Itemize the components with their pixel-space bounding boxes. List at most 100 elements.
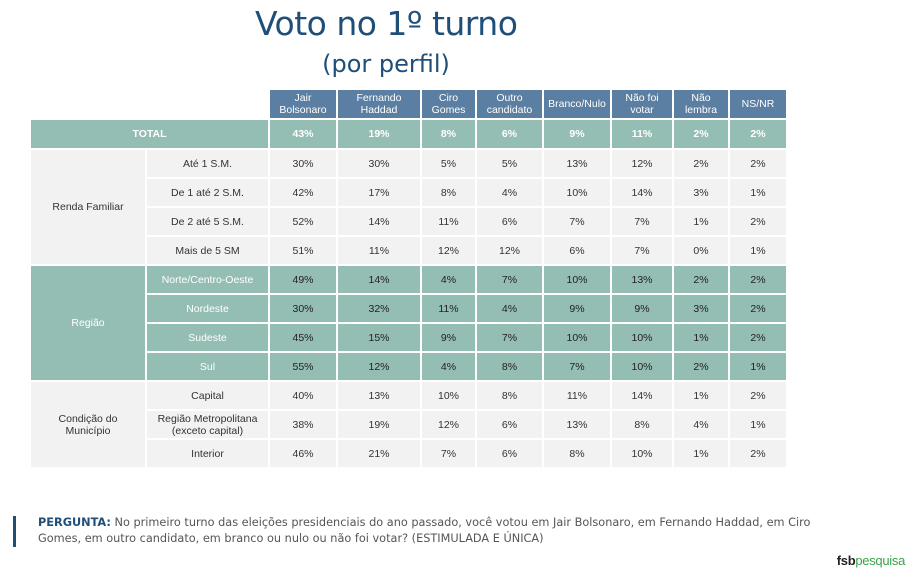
table-row: Sudeste 45% 15% 9% 7% 10% 10% 1% 2% <box>30 322 788 353</box>
value-cell: 52% <box>268 206 338 237</box>
value-cell: 7% <box>475 322 544 353</box>
value-cell: 10% <box>542 264 612 295</box>
header-line: Não foi <box>625 92 659 104</box>
total-cell: 2% <box>672 118 730 150</box>
group-label-line: Município <box>65 424 111 437</box>
value-cell: 6% <box>475 438 544 469</box>
value-cell: 7% <box>475 264 544 295</box>
value-cell: 49% <box>268 264 338 295</box>
value-cell: 10% <box>542 322 612 353</box>
value-cell: 13% <box>610 264 674 295</box>
value-cell: 55% <box>268 351 338 382</box>
table-row: Interior 46% 21% 7% 6% 8% 10% 1% 2% <box>30 438 788 469</box>
value-cell: 0% <box>672 235 730 266</box>
header-line: votar <box>630 104 654 116</box>
value-cell: 7% <box>542 351 612 382</box>
value-cell: 9% <box>610 293 674 324</box>
value-cell: 13% <box>336 380 422 411</box>
value-cell: 2% <box>672 351 730 382</box>
value-cell: 6% <box>475 206 544 237</box>
total-cell: 8% <box>420 118 477 150</box>
total-cell: 9% <box>542 118 612 150</box>
value-cell: 12% <box>336 351 422 382</box>
table-row: Mais de 5 SM 51% 11% 12% 12% 6% 7% 0% 1% <box>30 235 788 266</box>
page-subtitle: (por perfil) <box>322 50 450 78</box>
total-label: TOTAL <box>29 118 270 150</box>
value-cell: 12% <box>420 235 477 266</box>
table-row: De 2 até 5 S.M. 52% 14% 11% 6% 7% 7% 1% 2% <box>30 206 788 237</box>
value-cell: 1% <box>728 409 788 440</box>
row-label: De 1 até 2 S.M. <box>145 177 270 208</box>
value-cell: 30% <box>268 148 338 179</box>
value-cell: 2% <box>728 264 788 295</box>
value-cell: 30% <box>268 293 338 324</box>
header-line: Não <box>691 92 711 104</box>
value-cell: 21% <box>336 438 422 469</box>
value-cell: 2% <box>728 380 788 411</box>
total-row: TOTAL 43% 19% 8% 6% 9% 11% 2% 2% <box>29 118 788 150</box>
question-body: No primeiro turno das eleições presidenc… <box>38 516 811 545</box>
value-cell: 2% <box>728 206 788 237</box>
value-cell: 5% <box>420 148 477 179</box>
value-cell: 38% <box>268 409 338 440</box>
column-header-fernando-haddad: Fernando Haddad <box>336 88 422 120</box>
group-label-line: Renda Familiar <box>52 201 124 213</box>
value-cell: 3% <box>672 177 730 208</box>
value-cell: 14% <box>610 380 674 411</box>
value-cell: 14% <box>336 264 422 295</box>
value-cell: 8% <box>475 380 544 411</box>
page-title: Voto no 1º turno <box>255 4 518 43</box>
value-cell: 1% <box>672 380 730 411</box>
header-line: Bolsonaro <box>279 104 327 116</box>
value-cell: 2% <box>672 264 730 295</box>
value-cell: 4% <box>420 351 477 382</box>
value-cell: 10% <box>610 351 674 382</box>
value-cell: 8% <box>610 409 674 440</box>
value-cell: 2% <box>672 148 730 179</box>
group-label-line: Condição do <box>58 412 118 425</box>
column-header-outro-candidato: Outro candidato <box>475 88 544 120</box>
column-header-jair-bolsonaro: Jair Bolsonaro <box>268 88 338 120</box>
table-row: De 1 até 2 S.M. 42% 17% 8% 4% 10% 14% 3% 1% <box>30 177 788 208</box>
question-label: PERGUNTA: <box>38 516 111 529</box>
header-blank <box>29 88 270 120</box>
value-cell: 2% <box>728 148 788 179</box>
value-cell: 1% <box>672 438 730 469</box>
header-line: Haddad <box>360 104 398 116</box>
value-cell: 15% <box>336 322 422 353</box>
header-line: lembra <box>684 104 718 116</box>
value-cell: 10% <box>610 322 674 353</box>
question-accent-bar <box>13 516 16 547</box>
header-line: Gomes <box>431 104 466 116</box>
column-header-nao-foi-votar: Não foi votar <box>610 88 674 120</box>
row-label-line: Região Metropolitana <box>157 412 258 425</box>
value-cell: 12% <box>610 148 674 179</box>
table-header-row: Jair Bolsonaro Fernando Haddad Ciro Gomes O… <box>29 88 788 120</box>
value-cell: 46% <box>268 438 338 469</box>
total-cell: 6% <box>475 118 544 150</box>
value-cell: 14% <box>336 206 422 237</box>
header-line: Outro <box>496 92 523 104</box>
value-cell: 2% <box>728 322 788 353</box>
value-cell: 5% <box>475 148 544 179</box>
column-header-nao-lembra: Não lembra <box>672 88 730 120</box>
group-label: Condição do Município <box>29 380 147 469</box>
header-line: candidato <box>486 104 533 116</box>
group-label: Renda Familiar <box>29 148 147 266</box>
value-cell: 10% <box>542 177 612 208</box>
row-label: Até 1 S.M. <box>145 148 270 179</box>
header-line: Branco/Nulo <box>548 98 606 110</box>
row-label: Sul <box>145 351 270 382</box>
value-cell: 6% <box>475 409 544 440</box>
value-cell: 4% <box>420 264 477 295</box>
header-line: Fernando <box>356 92 402 104</box>
column-header-ns-nr: NS/NR <box>728 88 788 120</box>
value-cell: 1% <box>728 235 788 266</box>
value-cell: 4% <box>672 409 730 440</box>
row-label: Mais de 5 SM <box>145 235 270 266</box>
value-cell: 8% <box>420 177 477 208</box>
column-header-branco-nulo: Branco/Nulo <box>542 88 612 120</box>
value-cell: 17% <box>336 177 422 208</box>
question-text: PERGUNTA: No primeiro turno das eleições… <box>38 515 828 547</box>
table-row: Renda Familiar Até 1 S.M. 30% 30% 5% 5% 13% 12%… <box>29 148 788 266</box>
